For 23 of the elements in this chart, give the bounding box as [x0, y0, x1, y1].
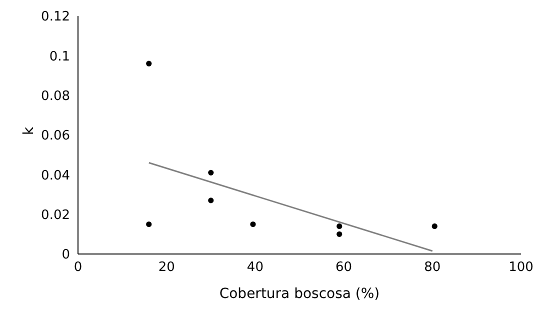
point	[336, 231, 342, 237]
point	[432, 223, 438, 230]
x-tick-label: 0	[74, 260, 82, 276]
point	[250, 221, 256, 228]
point	[146, 221, 152, 228]
point	[146, 60, 152, 66]
x-tick-label: 80	[424, 260, 441, 276]
y-tick-label: 0	[62, 248, 70, 263]
x-tick-label: 20	[158, 260, 175, 276]
x-axis-title: Cobertura boscosa (%)	[219, 286, 380, 302]
y-axis-title: k	[20, 126, 37, 135]
y-tick-label: 0.1	[49, 49, 70, 64]
y-tick-label: 0.06	[41, 128, 70, 144]
point	[336, 223, 342, 230]
point	[208, 170, 214, 176]
y-tick-label: 0.02	[41, 208, 70, 223]
y-tick-label: 0.08	[41, 88, 70, 104]
point	[208, 198, 214, 204]
x-tick-label: 100	[508, 260, 534, 276]
x-tick-label: 60	[336, 260, 352, 276]
x-tick-label: 40	[246, 260, 264, 276]
y-tick-label: 0.12	[41, 10, 70, 25]
y-tick-label: 0.04	[41, 168, 70, 184]
